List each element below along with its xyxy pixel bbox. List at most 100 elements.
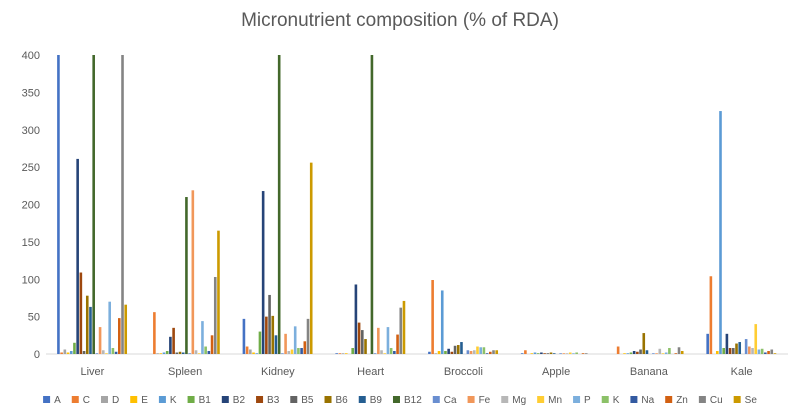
bar-kidney-k	[255, 353, 259, 354]
bar-kidney-fe	[284, 333, 287, 354]
bar-heart-e	[344, 353, 348, 354]
bar-apple-k	[533, 352, 537, 354]
bar-kale-b9	[738, 342, 742, 354]
bar-banana-fe	[655, 353, 658, 354]
legend-marker	[101, 396, 108, 403]
legend-label: Ca	[444, 395, 457, 406]
legend-label: K	[170, 395, 177, 406]
bar-apple-b2	[540, 352, 543, 354]
bar-broccoli-b2	[447, 348, 450, 354]
legend-label: Zn	[676, 395, 688, 406]
bar-kale-mn	[754, 324, 758, 354]
bar-broccoli-mn	[476, 346, 479, 354]
bar-kidney-b3	[265, 316, 268, 355]
bar-spleen-mn	[197, 353, 201, 354]
bar-kidney-c	[245, 346, 249, 354]
bar-kale-zn	[767, 351, 770, 354]
legend-marker	[71, 396, 79, 403]
legend-label: Cu	[710, 395, 723, 406]
bar-apple-c	[524, 350, 527, 354]
legend-label: B3	[267, 395, 280, 406]
bar-liver-b5	[82, 351, 86, 354]
bar-kale-na	[764, 352, 767, 354]
legend-marker	[630, 396, 638, 403]
legend-label: B1	[199, 395, 212, 406]
bar-kidney-k	[297, 348, 300, 354]
bar-apple-mg	[565, 353, 569, 354]
legend-label: Mg	[512, 395, 526, 406]
bar-broccoli-a	[428, 351, 431, 354]
bar-liver-na	[114, 351, 118, 354]
bar-banana-cu	[677, 347, 681, 354]
bar-broccoli-c	[431, 280, 434, 354]
bar-heart-fe	[377, 327, 380, 354]
bar-banana-b3	[636, 351, 639, 354]
bar-kale-k	[719, 111, 722, 354]
bar-heart-mn	[383, 353, 387, 354]
bar-heart-mg	[380, 350, 383, 354]
y-tick-label: 100	[22, 274, 40, 286]
bar-apple-b6	[549, 352, 553, 354]
legend-marker	[467, 396, 475, 403]
legend-label: Fe	[479, 395, 491, 406]
bar-broccoli-ca	[466, 350, 470, 354]
bar-liver-c	[60, 352, 63, 354]
bar-banana-mn	[661, 353, 665, 354]
bar-banana-b1	[629, 352, 633, 354]
legend-marker	[537, 396, 545, 403]
bar-kale-b3	[728, 348, 732, 354]
bar-kidney-b1	[258, 331, 262, 354]
bar-broccoli-zn	[489, 351, 492, 354]
legend-label: Na	[641, 395, 654, 406]
bar-heart-c	[338, 353, 342, 354]
bar-heart-d	[341, 353, 345, 354]
bar-apple-p	[572, 353, 575, 354]
bar-kidney-d	[249, 349, 252, 354]
bar-banana-zn	[674, 353, 678, 354]
legend-marker	[158, 396, 166, 403]
x-tick-label: Broccoli	[444, 366, 483, 378]
bar-broccoli-fe	[469, 351, 473, 354]
bar-kidney-mn	[290, 349, 294, 354]
bar-heart-b3	[357, 322, 361, 354]
bar-heart-b5	[361, 330, 364, 354]
bar-kidney-se	[309, 162, 313, 354]
bar-kidney-b6	[271, 315, 275, 354]
bar-kidney-cu	[306, 318, 310, 354]
bar-liver-fe	[98, 327, 102, 354]
bar-heart-na	[393, 351, 396, 354]
legend-marker	[698, 396, 706, 403]
legend-marker	[665, 396, 673, 403]
bar-kidney-p	[293, 326, 297, 354]
bar-liver-b3	[79, 272, 83, 354]
bar-spleen-zn	[210, 335, 214, 354]
y-tick-label: 300	[22, 125, 40, 137]
bar-spleen-k	[162, 352, 166, 354]
bar-liver-a	[57, 55, 60, 354]
legend-label: B9	[370, 395, 383, 406]
bar-broccoli-k	[482, 347, 486, 354]
legend-label: B6	[336, 395, 349, 406]
bar-broccoli-p	[479, 347, 482, 354]
bar-apple-k	[575, 352, 578, 354]
bar-apple-b1	[536, 353, 540, 354]
legend-marker	[187, 396, 195, 403]
bar-banana-b6	[642, 333, 646, 354]
bar-spleen-cu	[213, 277, 217, 354]
bar-broccoli-na	[485, 353, 489, 354]
bar-kidney-b2	[261, 191, 265, 354]
bar-broccoli-mg	[472, 350, 476, 354]
x-tick-label: Spleen	[168, 366, 202, 378]
x-tick-label: Liver	[80, 366, 104, 378]
bar-apple-a	[520, 353, 524, 354]
bar-heart-b12	[370, 55, 374, 354]
bar-liver-e	[66, 352, 70, 354]
bar-spleen-b1	[165, 351, 169, 354]
legend-marker	[573, 396, 581, 403]
bar-kidney-b12	[277, 55, 281, 354]
bar-heart-ca	[373, 353, 377, 354]
bar-heart-zn	[396, 334, 399, 354]
bar-kidney-ca	[281, 353, 284, 354]
